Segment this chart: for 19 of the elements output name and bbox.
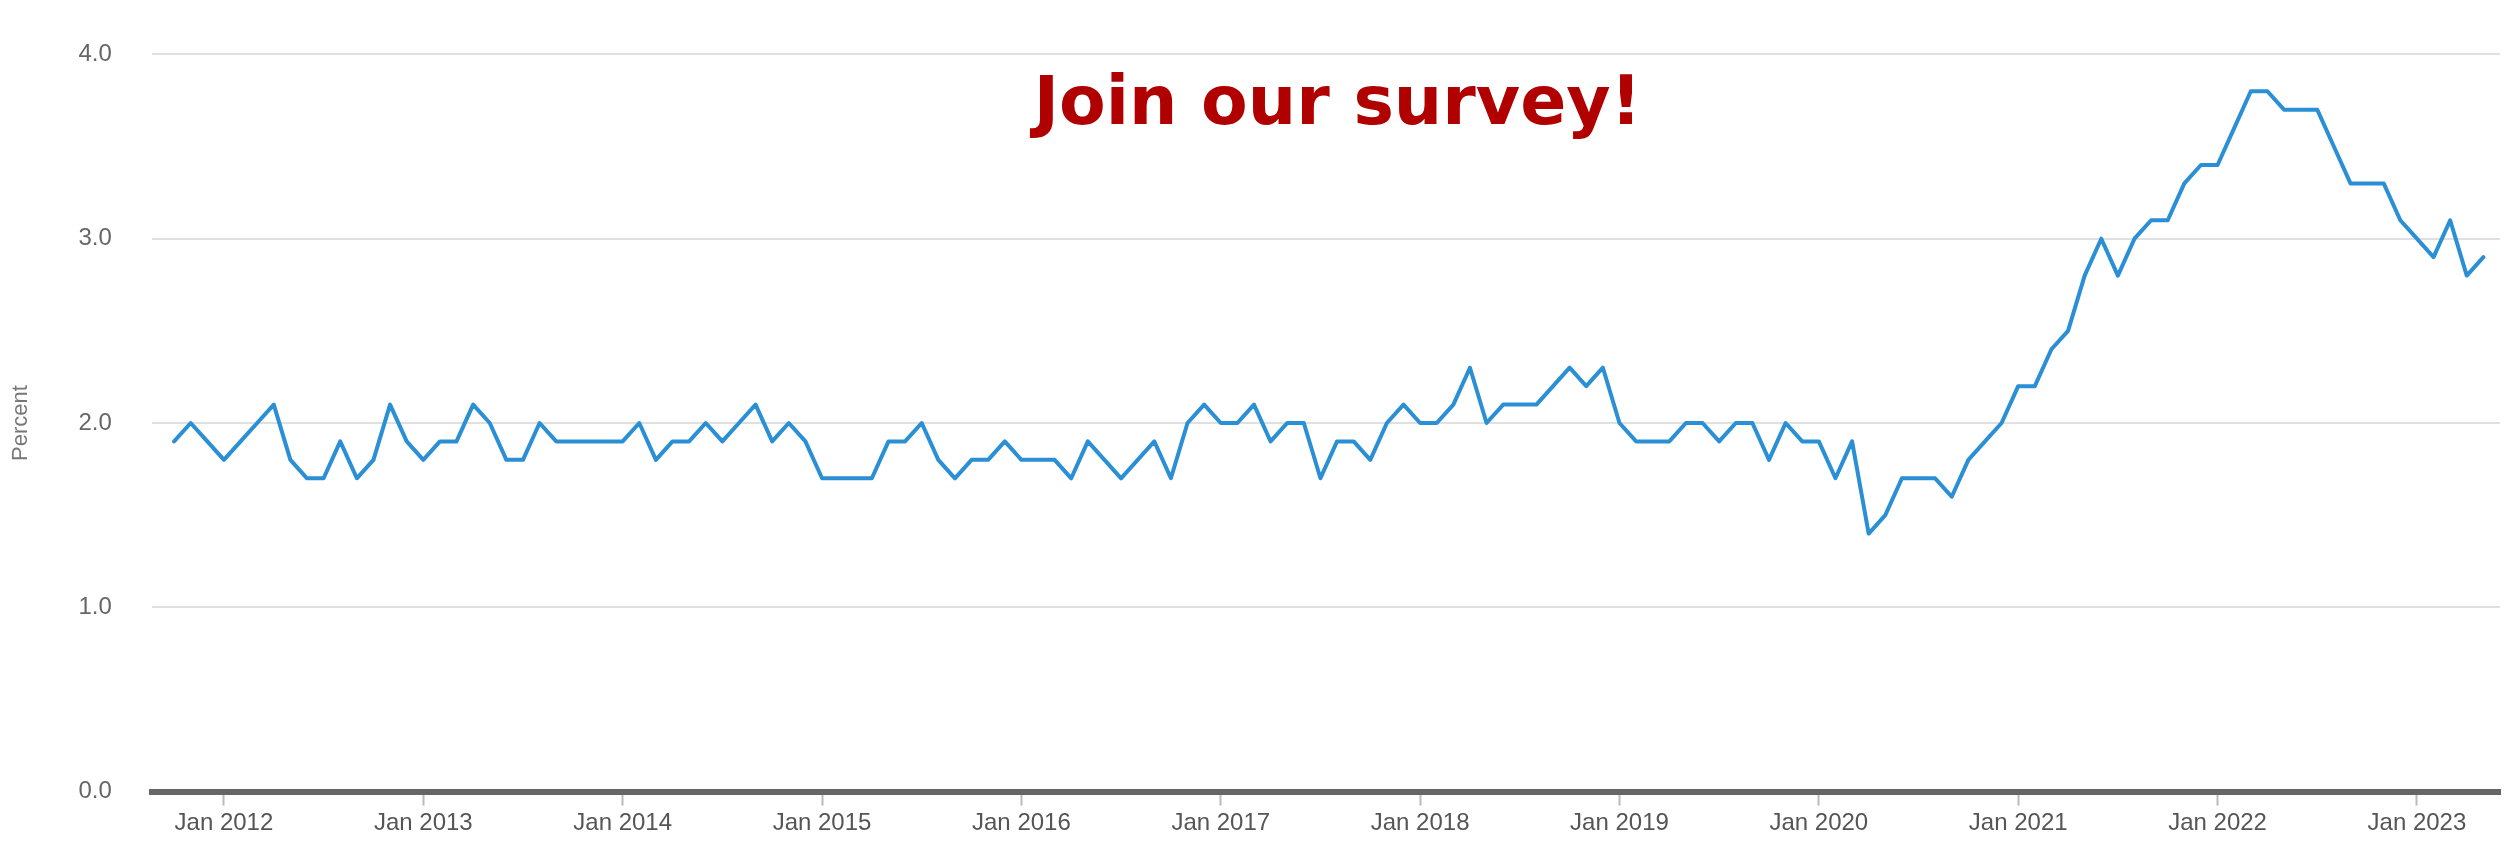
x-tick-label: Jan 2020 xyxy=(1769,807,1869,835)
x-tick-label: Jan 2022 xyxy=(2168,807,2267,835)
y-tick-label: 4.0 xyxy=(78,39,112,67)
x-tick-label: Jan 2018 xyxy=(1370,807,1470,835)
y-tick-label: 1.0 xyxy=(78,591,112,619)
x-tick-label: Jan 2019 xyxy=(1570,807,1669,835)
y-tick-label: 3.0 xyxy=(78,223,112,251)
x-tick-label: Jan 2021 xyxy=(1968,807,2068,835)
x-tick-label: Jan 2014 xyxy=(573,807,673,835)
x-tick-label: Jan 2013 xyxy=(373,807,473,835)
x-tick-label: Jan 2023 xyxy=(2367,807,2467,835)
x-tick-label: Jan 2016 xyxy=(972,807,1071,835)
annotation: Join our survey! xyxy=(1029,61,1642,141)
y-axis-title: Percent xyxy=(7,385,33,461)
x-tick-label: Jan 2012 xyxy=(174,807,274,835)
y-tick-label: 0.0 xyxy=(78,776,112,804)
y-tick-label: 2.0 xyxy=(78,407,112,435)
x-tick-label: Jan 2017 xyxy=(1171,807,1271,835)
x-tick-label: Jan 2015 xyxy=(772,807,872,835)
